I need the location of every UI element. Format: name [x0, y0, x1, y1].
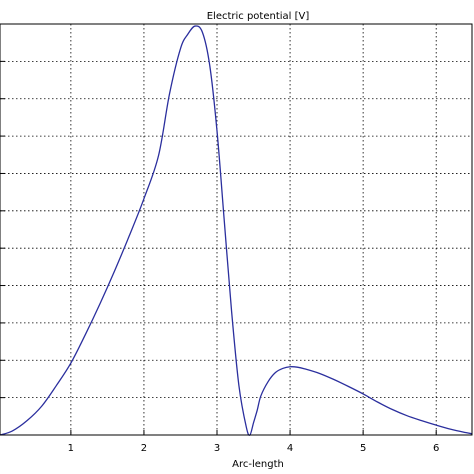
- x-tick-label: 3: [214, 443, 220, 454]
- x-tick-label: 4: [287, 443, 293, 454]
- plot-frame: [0, 23, 473, 436]
- x-tick-label: 6: [433, 443, 439, 454]
- y-tick-marks: [0, 23, 5, 399]
- x-tick-label: 2: [141, 443, 147, 454]
- grid-lines: [0, 23, 472, 435]
- series-line-electric-potential: [0, 25, 473, 436]
- x-tick-label: 5: [360, 443, 366, 454]
- x-tick-label: 1: [68, 443, 74, 454]
- chart-title: Electric potential [V]: [207, 11, 310, 22]
- x-axis-label: Arc-length: [232, 459, 284, 470]
- x-ticks: 1 2 3 4 5 6: [68, 430, 439, 454]
